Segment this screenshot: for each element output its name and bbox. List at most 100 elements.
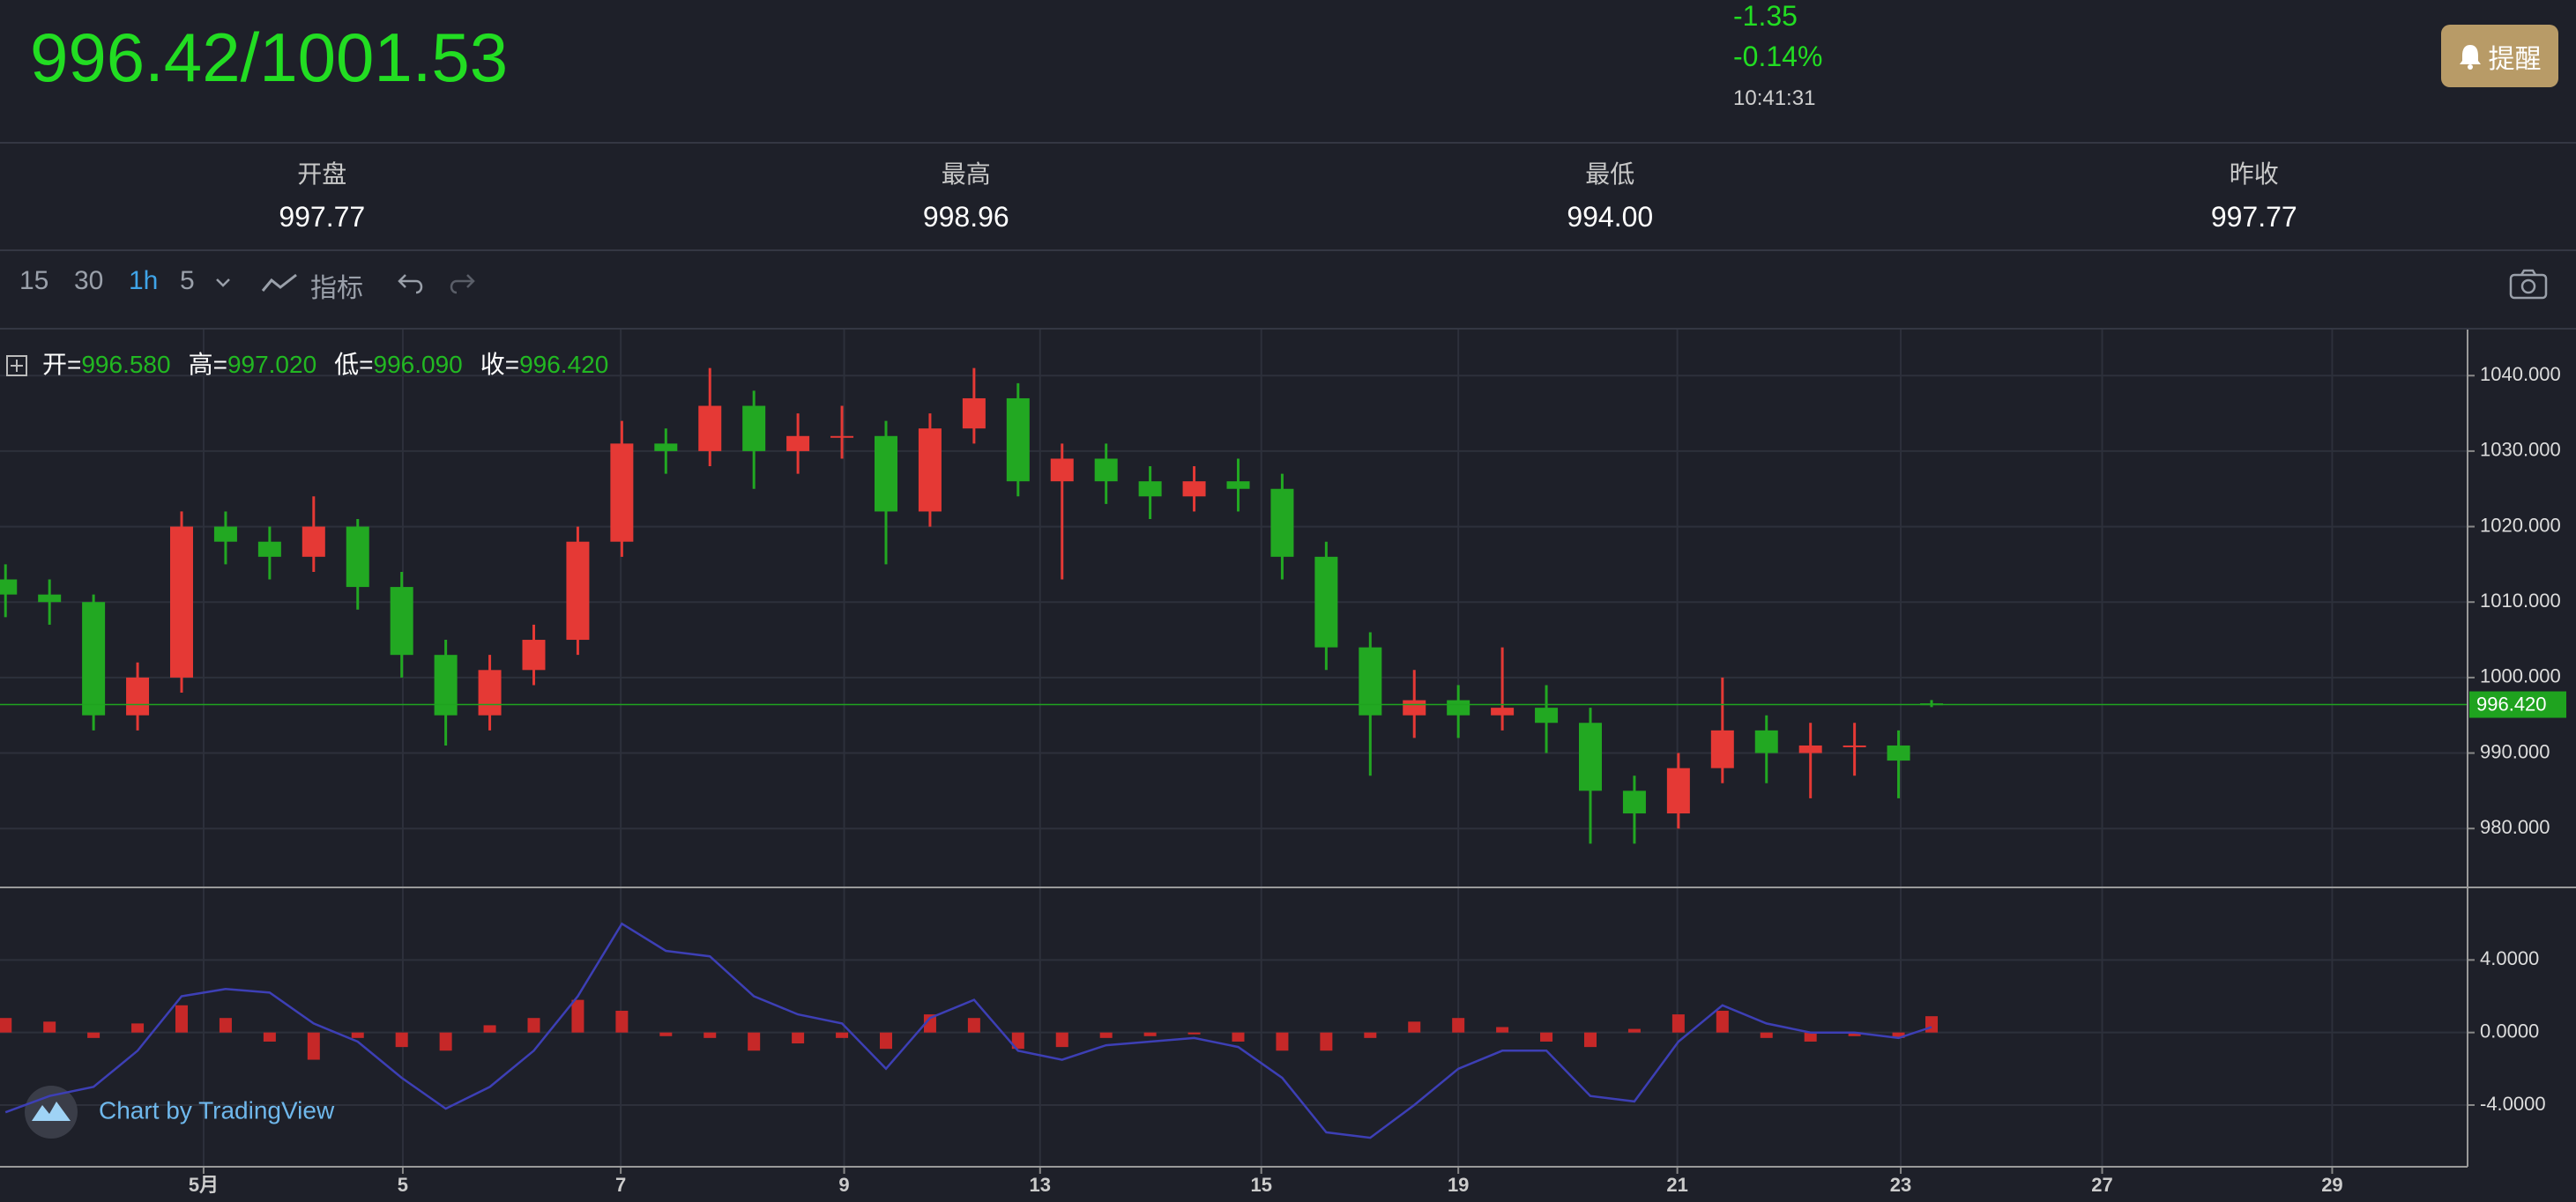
- macd-bar: [1804, 1032, 1817, 1042]
- chart: 开=996.580 高=997.020 低=996.090 收=996.420 Cha…: [0, 330, 2576, 1196]
- stat: 开盘 997.77: [0, 143, 644, 249]
- y-tick-label: 4.0000: [2480, 947, 2539, 969]
- candle-body: [1138, 481, 1162, 497]
- divider: [0, 249, 2576, 251]
- x-tick-label: 21: [1666, 1174, 1687, 1196]
- x-tick-label: 7: [615, 1174, 626, 1196]
- candle-body: [566, 541, 590, 641]
- macd-bar: [1540, 1032, 1553, 1042]
- stat-value: 997.77: [279, 201, 366, 233]
- stat: 最高 998.96: [644, 143, 1289, 249]
- macd-bar: [1364, 1032, 1377, 1038]
- macd-bar: [1011, 1032, 1024, 1050]
- stat-value: 997.77: [2210, 201, 2297, 233]
- macd-bar: [1408, 1021, 1421, 1033]
- macd-bar: [1143, 1032, 1157, 1036]
- macd-bar: [704, 1032, 717, 1038]
- candle-body: [1535, 708, 1559, 723]
- candle-body: [213, 526, 237, 542]
- last-price-tag: [2469, 691, 2566, 718]
- y-tick-label: 1000.000: [2480, 665, 2561, 687]
- macd-bar: [659, 1032, 673, 1036]
- macd-bar: [571, 999, 584, 1033]
- macd-bar: [1187, 1032, 1201, 1035]
- legend-label: 收=: [480, 351, 519, 378]
- candle-body: [390, 587, 413, 656]
- candle-body: [0, 579, 18, 595]
- macd-bar: [1716, 1010, 1729, 1033]
- time: 10:41:31: [1733, 86, 1816, 110]
- macd-bar: [527, 1018, 540, 1033]
- legend-toggle[interactable]: [6, 355, 27, 376]
- macd-bar: [1055, 1032, 1068, 1048]
- indicator-icon[interactable]: [261, 271, 298, 296]
- candle-body: [1050, 458, 1074, 482]
- alert-label: 提醒: [2488, 44, 2542, 74]
- alert-button[interactable]: 提醒: [2441, 25, 2558, 87]
- candle-body: [918, 428, 942, 512]
- interval-button[interactable]: 15: [19, 266, 49, 295]
- macd-bar: [1583, 1032, 1597, 1048]
- legend-value: 997.020: [227, 351, 316, 378]
- macd-bar: [1099, 1032, 1113, 1038]
- candle-body: [1447, 700, 1470, 716]
- candle-body: [1403, 700, 1426, 716]
- interval-button[interactable]: 1h: [129, 266, 159, 295]
- legend-label: 低=: [334, 351, 373, 378]
- redo-icon[interactable]: [446, 271, 476, 296]
- y-tick-label: 0.0000: [2480, 1020, 2539, 1042]
- macd-bar: [836, 1032, 849, 1038]
- macd-bar: [439, 1032, 452, 1051]
- last-price-label: 996.420: [2476, 693, 2547, 715]
- undo-icon[interactable]: [397, 271, 427, 296]
- indicators-button[interactable]: 指标: [310, 274, 363, 303]
- y-tick-label: 1030.000: [2480, 439, 2561, 461]
- candle-body: [654, 443, 678, 451]
- x-tick-label: 9: [838, 1174, 849, 1196]
- x-tick-label: 19: [1448, 1174, 1469, 1196]
- dropdown-icon[interactable]: [215, 277, 231, 289]
- macd-bar: [1276, 1032, 1289, 1051]
- candle-body: [82, 602, 106, 716]
- candle-body: [742, 405, 766, 451]
- candle-body: [169, 526, 193, 678]
- stat-label: 开盘: [297, 160, 347, 188]
- candle-body: [610, 443, 634, 542]
- camera-icon[interactable]: [2509, 268, 2548, 300]
- interval-button[interactable]: 5: [180, 266, 195, 295]
- change-pct: -0.14%: [1733, 41, 1823, 72]
- divider: [0, 328, 2576, 330]
- macd-bar: [1671, 1014, 1685, 1033]
- y-tick-label: 1040.000: [2480, 363, 2561, 385]
- candle-body: [1843, 745, 1866, 747]
- macd-bar: [0, 1018, 12, 1033]
- macd-bar: [967, 1018, 980, 1033]
- candle-body: [786, 435, 810, 451]
- stat-value: 998.96: [922, 201, 1009, 233]
- candle-body: [698, 405, 722, 451]
- y-tick-label: 990.000: [2480, 740, 2550, 762]
- macd-bar: [1320, 1032, 1333, 1051]
- candle-body: [346, 526, 369, 588]
- candle-body: [874, 435, 897, 512]
- macd-bar: [792, 1032, 805, 1044]
- stats-row: 开盘 997.77 最高 998.96 最低 994.00 昨收 997.77: [0, 143, 2576, 249]
- change: -1.35: [1733, 0, 1798, 32]
- candle-body: [1226, 481, 1250, 489]
- candle-body: [1666, 768, 1690, 814]
- macd-bar: [175, 1005, 188, 1033]
- macd-bar: [307, 1032, 320, 1060]
- candle-body: [522, 640, 546, 671]
- stat: 最低 994.00: [1288, 143, 1932, 249]
- macd-bar: [1452, 1018, 1465, 1033]
- x-tick-label: 5: [398, 1174, 408, 1196]
- bell-icon: [2459, 44, 2481, 70]
- interval-button[interactable]: 30: [74, 266, 104, 295]
- divider: [0, 142, 2576, 144]
- macd-bar: [219, 1018, 232, 1033]
- candle-body: [126, 677, 150, 716]
- dif-line: [4, 922, 1932, 1139]
- macd-bar: [395, 1032, 408, 1048]
- macd-bar: [1232, 1032, 1245, 1042]
